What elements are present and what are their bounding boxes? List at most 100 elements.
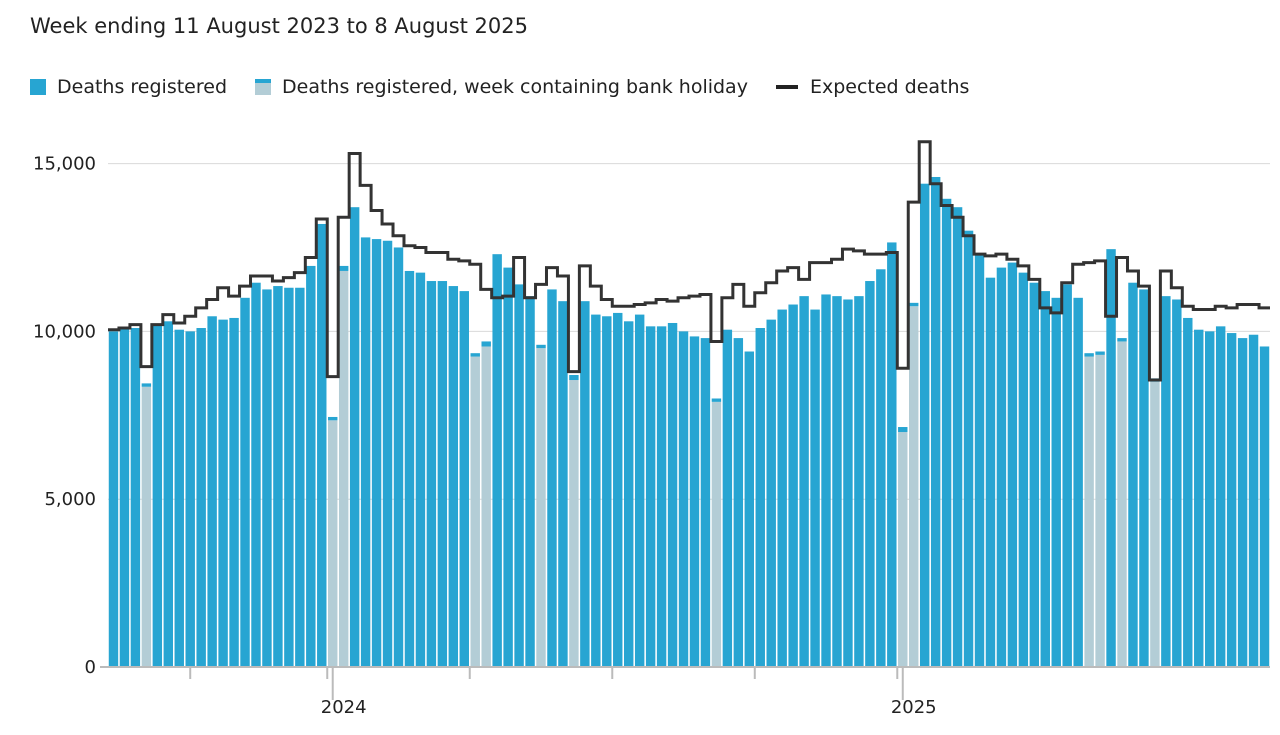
bar-bank-holiday[interactable] [481, 346, 491, 667]
bar-deaths-registered[interactable] [437, 281, 448, 667]
bar-deaths-registered[interactable] [722, 329, 733, 667]
bar-deaths-registered[interactable] [799, 296, 809, 667]
bar-bank-holiday[interactable] [1084, 356, 1094, 667]
bar-deaths-registered[interactable] [174, 329, 184, 667]
bar-deaths-registered[interactable] [667, 322, 678, 667]
bar-deaths-registered[interactable] [887, 242, 897, 667]
bar-deaths-registered[interactable] [1062, 284, 1072, 667]
bar-deaths-registered[interactable] [119, 328, 130, 667]
bar-deaths-registered[interactable] [503, 267, 513, 667]
bar-deaths-registered[interactable] [821, 294, 831, 667]
bar-deaths-registered[interactable] [634, 314, 645, 667]
bar-deaths-registered[interactable] [295, 287, 305, 667]
bar-deaths-registered[interactable] [1029, 282, 1040, 667]
bar-deaths-registered[interactable] [1139, 289, 1149, 667]
bar-deaths-registered[interactable] [843, 299, 853, 667]
bar-deaths-registered[interactable] [974, 254, 985, 667]
bar-deaths-registered[interactable] [613, 312, 623, 667]
bar-deaths-registered[interactable] [1237, 338, 1248, 667]
bar-deaths-registered[interactable] [810, 309, 820, 667]
bar-deaths-registered[interactable] [865, 281, 875, 667]
bar-deaths-registered[interactable] [941, 198, 952, 667]
bar-deaths-registered[interactable] [547, 289, 557, 667]
bar-deaths-registered[interactable] [558, 301, 568, 667]
bar-deaths-registered[interactable] [382, 240, 393, 667]
bar-deaths-registered[interactable] [876, 269, 886, 667]
bar-bank-holiday[interactable] [536, 348, 546, 667]
bar-deaths-registered[interactable] [963, 230, 974, 667]
bar-deaths-registered[interactable] [733, 338, 744, 667]
bar-deaths-registered[interactable] [196, 328, 206, 667]
bar-deaths-registered[interactable] [788, 304, 798, 667]
bar-deaths-registered[interactable] [152, 324, 163, 667]
bar-deaths-registered[interactable] [700, 338, 711, 667]
bar-bank-holiday[interactable] [1150, 381, 1160, 667]
bar-deaths-registered[interactable] [1007, 262, 1018, 667]
bar-deaths-registered[interactable] [393, 247, 404, 667]
bar-deaths-registered[interactable] [415, 272, 426, 667]
bar-deaths-registered[interactable] [317, 223, 327, 667]
bar-bank-holiday[interactable] [569, 380, 579, 667]
bar-deaths-registered[interactable] [130, 328, 141, 667]
bar-deaths-registered[interactable] [284, 287, 294, 667]
bar-deaths-registered[interactable] [777, 309, 787, 667]
bar-deaths-registered[interactable] [1194, 329, 1204, 667]
bar-deaths-registered[interactable] [1161, 296, 1171, 667]
bar-deaths-registered[interactable] [492, 254, 502, 667]
bar-deaths-registered[interactable] [262, 289, 272, 667]
bar-deaths-registered[interactable] [645, 326, 656, 667]
bar-bank-holiday[interactable] [1117, 341, 1127, 667]
bar-deaths-registered[interactable] [1215, 326, 1226, 667]
bar-deaths-registered[interactable] [1106, 249, 1116, 667]
bar-deaths-registered[interactable] [985, 277, 996, 667]
bar-bank-holiday[interactable] [898, 432, 908, 667]
bar-deaths-registered[interactable] [623, 321, 634, 667]
bar-deaths-registered[interactable] [229, 317, 239, 667]
bar-deaths-registered[interactable] [689, 336, 700, 667]
bar-deaths-registered[interactable] [1073, 297, 1083, 667]
bar-deaths-registered[interactable] [1204, 331, 1215, 667]
bar-deaths-registered[interactable] [459, 291, 469, 667]
bar-deaths-registered[interactable] [360, 237, 371, 667]
bar-deaths-registered[interactable] [602, 316, 612, 667]
bar-deaths-registered[interactable] [854, 296, 864, 667]
legend-item-deaths-registered[interactable]: Deaths registered [30, 76, 227, 98]
bar-deaths-registered[interactable] [591, 314, 601, 667]
bar-deaths-registered[interactable] [525, 296, 535, 667]
bar-deaths-registered[interactable] [108, 331, 119, 667]
bar-deaths-registered[interactable] [448, 286, 459, 667]
bar-bank-holiday[interactable] [338, 270, 349, 667]
bar-deaths-registered[interactable] [426, 281, 437, 667]
bar-deaths-registered[interactable] [185, 331, 195, 667]
bar-deaths-registered[interactable] [1248, 334, 1259, 667]
bar-deaths-registered[interactable] [514, 284, 524, 667]
legend-item-expected-deaths[interactable]: Expected deaths [775, 76, 969, 98]
bar-bank-holiday[interactable] [711, 401, 722, 667]
bar-deaths-registered[interactable] [952, 207, 963, 667]
bar-bank-holiday[interactable] [328, 420, 338, 667]
bar-deaths-registered[interactable] [1040, 291, 1050, 667]
legend-item-bank-holiday[interactable]: Deaths registered, week containing bank … [255, 76, 748, 98]
bar-deaths-registered[interactable] [1051, 297, 1061, 667]
bar-deaths-registered[interactable] [349, 207, 360, 667]
bar-deaths-registered[interactable] [766, 319, 776, 667]
bar-deaths-registered[interactable] [996, 267, 1007, 667]
bar-deaths-registered[interactable] [404, 270, 415, 667]
bar-deaths-registered[interactable] [1226, 333, 1237, 667]
bar-deaths-registered[interactable] [656, 326, 667, 667]
bar-deaths-registered[interactable] [273, 286, 283, 667]
bar-bank-holiday[interactable] [141, 386, 152, 667]
bar-deaths-registered[interactable] [755, 328, 765, 667]
bar-deaths-registered[interactable] [1183, 317, 1193, 667]
bar-deaths-registered[interactable] [240, 297, 250, 667]
bar-deaths-registered[interactable] [218, 319, 228, 667]
bar-deaths-registered[interactable] [306, 265, 316, 667]
bar-deaths-registered[interactable] [163, 321, 174, 667]
bar-deaths-registered[interactable] [744, 351, 755, 667]
bar-deaths-registered[interactable] [678, 331, 689, 667]
bar-deaths-registered[interactable] [371, 239, 382, 667]
bar-deaths-registered[interactable] [930, 176, 941, 668]
bar-deaths-registered[interactable] [1128, 282, 1138, 667]
bar-deaths-registered[interactable] [207, 316, 217, 667]
bar-bank-holiday[interactable] [470, 356, 480, 667]
